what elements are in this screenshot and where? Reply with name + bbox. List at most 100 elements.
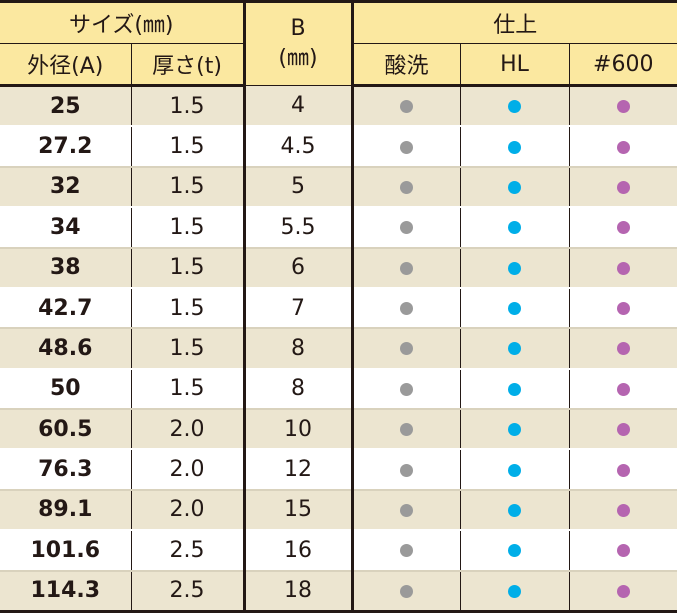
p600-dot-icon bbox=[616, 140, 630, 154]
size-group-header: サイズ(㎜) bbox=[0, 0, 246, 44]
outer-diameter-cell: 34 bbox=[0, 207, 131, 249]
p600-dot-icon bbox=[616, 180, 630, 194]
pickled-finish-cell bbox=[351, 409, 461, 451]
p600-dot-icon bbox=[616, 382, 630, 396]
thickness-cell: 1.5 bbox=[130, 247, 246, 289]
pickled-finish-cell bbox=[351, 85, 461, 128]
b-value-cell: 16 bbox=[243, 530, 354, 572]
table-row: 89.1 2.0 15 bbox=[0, 489, 677, 532]
hl-dot-icon bbox=[508, 503, 522, 517]
pickled-finish-cell bbox=[351, 247, 461, 289]
pickled-finish-cell bbox=[351, 570, 461, 613]
b-value-cell: 18 bbox=[243, 570, 354, 613]
thickness-cell: 1.5 bbox=[130, 85, 246, 128]
table-body: 25 1.5 4 27.2 1.5 4.5 32 1.5 5 34 1.5 5.5 38 1.5 6 42.7… bbox=[0, 85, 677, 613]
p600-finish-cell bbox=[568, 126, 677, 168]
hl-finish-cell bbox=[459, 126, 570, 168]
hl-dot-icon bbox=[508, 584, 522, 598]
hl-dot-icon bbox=[508, 140, 522, 154]
p600-finish-cell bbox=[568, 530, 677, 572]
hl-finish-cell bbox=[459, 530, 570, 572]
pickled-finish-cell bbox=[351, 287, 461, 330]
table-header: サイズ(㎜) B (㎜) 仕上 外径(A) 厚さ(t) 酸洗 HL #600 bbox=[0, 0, 677, 87]
outer-diameter-cell: 25 bbox=[0, 85, 131, 128]
b-value-cell: 8 bbox=[243, 328, 354, 370]
table-row: 34 1.5 5.5 bbox=[0, 207, 677, 249]
outer-diameter-cell: 89.1 bbox=[0, 489, 131, 532]
thickness-cell: 1.5 bbox=[130, 126, 246, 168]
outer-diameter-cell: 101.6 bbox=[0, 530, 131, 572]
b-value-cell: 8 bbox=[243, 368, 354, 411]
table-row: 25 1.5 4 bbox=[0, 85, 677, 128]
table-row: 101.6 2.5 16 bbox=[0, 530, 677, 572]
p600-finish-cell bbox=[568, 328, 677, 370]
pickled-dot-icon bbox=[400, 140, 414, 154]
pickled-finish-cell bbox=[351, 166, 461, 209]
thickness-cell: 2.0 bbox=[130, 489, 246, 532]
p600-dot-icon bbox=[616, 100, 630, 114]
hl-finish-cell bbox=[459, 570, 570, 613]
hl-dot-icon bbox=[508, 261, 522, 275]
hl-finish-cell bbox=[459, 247, 570, 289]
hl-finish-cell bbox=[459, 85, 570, 128]
hl-dot-icon bbox=[508, 302, 522, 316]
pickled-dot-icon bbox=[400, 423, 414, 437]
finish-group-header: 仕上 bbox=[351, 0, 677, 44]
hl-finish-cell bbox=[459, 166, 570, 209]
pickled-finish-header: 酸洗 bbox=[351, 43, 461, 87]
p600-dot-icon bbox=[616, 342, 630, 356]
table-row: 38 1.5 6 bbox=[0, 247, 677, 289]
table-row: 48.6 1.5 8 bbox=[0, 328, 677, 370]
hl-finish-cell bbox=[459, 368, 570, 411]
b-value-cell: 7 bbox=[243, 287, 354, 330]
thickness-cell: 1.5 bbox=[130, 287, 246, 330]
table-row: 32 1.5 5 bbox=[0, 166, 677, 209]
p600-finish-cell bbox=[568, 85, 677, 128]
p600-dot-icon bbox=[616, 584, 630, 598]
hl-finish-cell bbox=[459, 489, 570, 532]
hl-finish-cell bbox=[459, 287, 570, 330]
p600-finish-cell bbox=[568, 287, 677, 330]
hl-dot-icon bbox=[508, 100, 522, 114]
table-row: 76.3 2.0 12 bbox=[0, 449, 677, 491]
hl-finish-cell bbox=[459, 449, 570, 491]
hl-finish-cell bbox=[459, 409, 570, 451]
pickled-finish-cell bbox=[351, 126, 461, 168]
hl-dot-icon bbox=[508, 342, 522, 356]
hl-dot-icon bbox=[508, 463, 522, 477]
p600-finish-cell bbox=[568, 166, 677, 209]
p600-dot-icon bbox=[616, 261, 630, 275]
hl-dot-icon bbox=[508, 180, 522, 194]
b-value-cell: 15 bbox=[243, 489, 354, 532]
hl-finish-header: HL bbox=[459, 43, 570, 87]
pickled-dot-icon bbox=[400, 584, 414, 598]
outer-diameter-cell: 48.6 bbox=[0, 328, 131, 370]
outer-diameter-cell: 50 bbox=[0, 368, 131, 411]
pickled-dot-icon bbox=[400, 180, 414, 194]
pickled-finish-cell bbox=[351, 489, 461, 532]
pickled-finish-cell bbox=[351, 368, 461, 411]
pickled-finish-cell bbox=[351, 328, 461, 370]
p600-dot-icon bbox=[616, 302, 630, 316]
b-value-cell: 4.5 bbox=[243, 126, 354, 168]
p600-dot-icon bbox=[616, 423, 630, 437]
thickness-cell: 1.5 bbox=[130, 166, 246, 209]
b-value-cell: 5.5 bbox=[243, 207, 354, 249]
thickness-header: 厚さ(t) bbox=[130, 43, 246, 87]
p600-finish-cell bbox=[568, 449, 677, 491]
outer-diameter-cell: 114.3 bbox=[0, 570, 131, 613]
b-value-cell: 6 bbox=[243, 247, 354, 289]
pickled-dot-icon bbox=[400, 221, 414, 235]
table-row: 114.3 2.5 18 bbox=[0, 570, 677, 613]
pickled-finish-cell bbox=[351, 530, 461, 572]
outer-diameter-header: 外径(A) bbox=[0, 43, 132, 87]
p600-dot-icon bbox=[616, 463, 630, 477]
b-value-cell: 4 bbox=[243, 85, 354, 128]
table-row: 60.5 2.0 10 bbox=[0, 409, 677, 451]
thickness-cell: 2.0 bbox=[130, 409, 246, 451]
thickness-cell: 1.5 bbox=[130, 207, 246, 249]
b-label: B bbox=[290, 16, 306, 41]
pickled-dot-icon bbox=[400, 503, 414, 517]
thickness-cell: 1.5 bbox=[130, 368, 246, 411]
pickled-dot-icon bbox=[400, 463, 414, 477]
